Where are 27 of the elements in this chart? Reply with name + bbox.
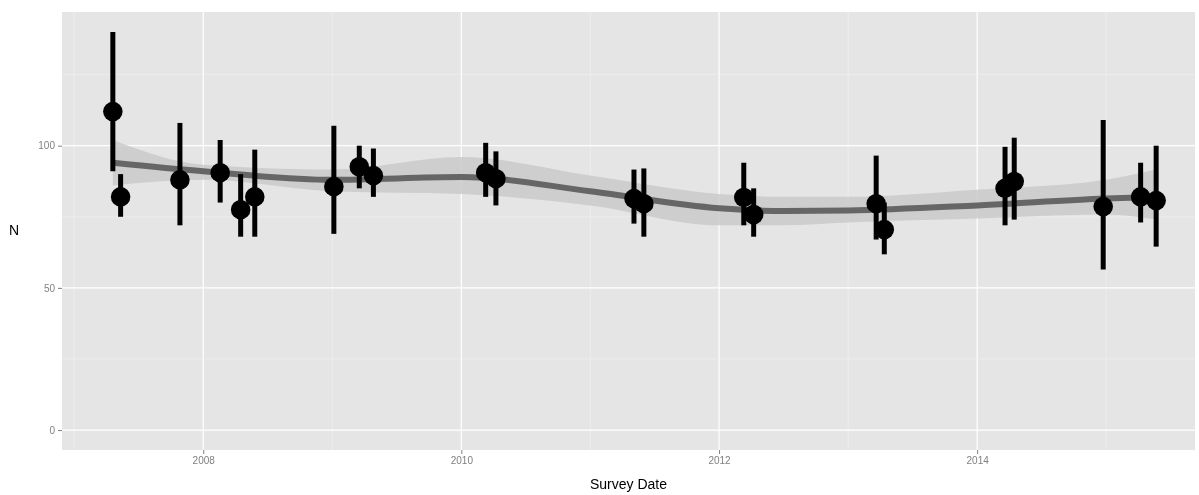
point xyxy=(743,204,764,225)
x-tick-label: 2008 xyxy=(192,455,216,467)
point xyxy=(363,165,384,186)
point xyxy=(634,193,654,214)
x-tick-label: 2012 xyxy=(708,455,732,467)
point xyxy=(210,162,230,183)
x-tick-label: 2010 xyxy=(450,455,474,467)
x-axis-title: Survey Date xyxy=(589,476,668,492)
point xyxy=(170,170,190,190)
point xyxy=(324,176,344,197)
point xyxy=(1004,171,1024,192)
y-tick-label: 100 xyxy=(38,140,56,152)
point xyxy=(486,168,506,189)
point xyxy=(103,101,123,122)
point xyxy=(1093,196,1113,217)
point xyxy=(349,156,370,177)
x-tick-label: 2014 xyxy=(966,455,990,467)
point xyxy=(1130,187,1151,207)
point xyxy=(110,187,131,207)
point xyxy=(230,199,251,220)
y-tick-label: 0 xyxy=(49,424,56,436)
point xyxy=(866,193,886,214)
y-tick-label: 50 xyxy=(43,282,56,294)
y-axis-title: N xyxy=(8,221,20,238)
point xyxy=(734,187,754,208)
point xyxy=(1146,190,1166,211)
point xyxy=(245,187,265,207)
